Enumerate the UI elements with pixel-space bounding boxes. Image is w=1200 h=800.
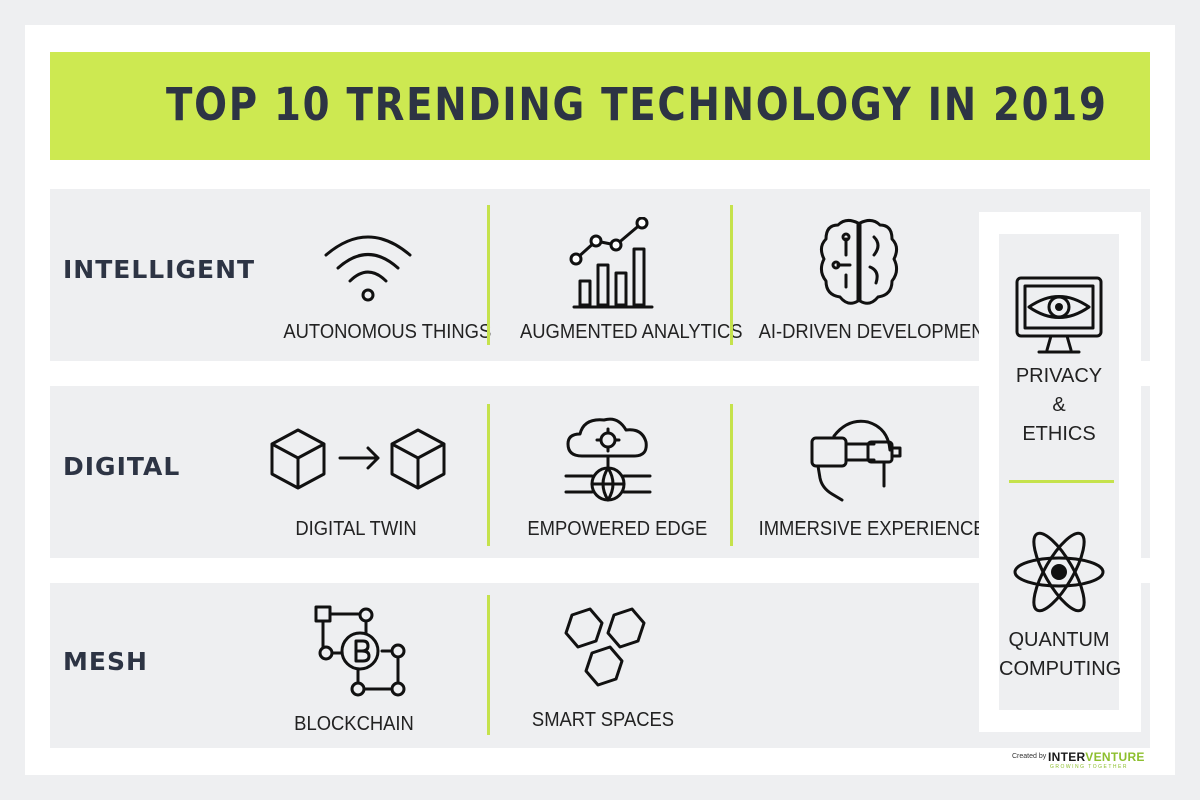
row-intelligent: INTELLIGENT AUTONOMOUS THINGS AUGMENTED … bbox=[50, 189, 1150, 361]
vr-headset-icon bbox=[808, 416, 904, 511]
quantum-line-2: COMPUTING bbox=[999, 658, 1122, 680]
quantum-line-1: QUANTUM bbox=[1008, 629, 1110, 651]
cloud-globe-icon bbox=[558, 414, 658, 511]
row-mesh: MESH BLOCKCHAIN SMART SPACES bbox=[50, 583, 1150, 748]
row-label-digital: DIGITAL bbox=[63, 452, 181, 481]
item-label-augmented-analytics: AUGMENTED ANALYTICS bbox=[520, 321, 743, 343]
row-label-intelligent: INTELLIGENT bbox=[63, 255, 256, 284]
hexagons-icon bbox=[560, 607, 656, 702]
cube-arrow-cube-icon bbox=[268, 426, 452, 497]
title-banner: TOP 10 TRENDING TECHNOLOGY IN 2019 bbox=[50, 52, 1150, 160]
privacy-line-3: ETHICS bbox=[1022, 423, 1096, 445]
divider bbox=[730, 404, 733, 546]
privacy-line-2: & bbox=[1052, 394, 1066, 416]
brand-logo-part-a: INTER bbox=[1048, 750, 1086, 764]
row-digital: DIGITAL DIGITAL TWIN EMPOWERED EDGE bbox=[50, 386, 1150, 558]
brain-circuit-icon bbox=[816, 215, 902, 314]
divider bbox=[730, 205, 733, 345]
bitcoin-network-icon bbox=[312, 603, 412, 708]
divider bbox=[487, 595, 490, 735]
bar-chart-icon bbox=[566, 216, 658, 314]
item-label-digital-twin: DIGITAL TWIN bbox=[295, 518, 417, 540]
brand-logo-part-b: VENTURE bbox=[1085, 750, 1145, 764]
brand-tagline: GROWING TOGETHER bbox=[1050, 764, 1128, 770]
atom-icon bbox=[1011, 530, 1107, 619]
side-panel: PRIVACY & ETHICS QUANTUM COMPUTING bbox=[999, 234, 1122, 710]
item-label-autonomous-things: AUTONOMOUS THINGS bbox=[283, 321, 492, 343]
item-label-empowered-edge: EMPOWERED EDGE bbox=[527, 518, 708, 540]
monitor-eye-icon bbox=[1013, 274, 1105, 361]
item-label-ai-driven-development: AI-DRIVEN DEVELOPMENT bbox=[758, 321, 996, 343]
item-label-smart-spaces: SMART SPACES bbox=[531, 709, 675, 731]
item-label-immersive-experience: IMMERSIVE EXPERIENCE bbox=[758, 518, 986, 540]
wifi-icon bbox=[320, 231, 416, 308]
divider bbox=[1009, 480, 1114, 483]
page-title: TOP 10 TRENDING TECHNOLOGY IN 2019 bbox=[166, 78, 1108, 131]
side-column: PRIVACY & ETHICS QUANTUM COMPUTING bbox=[979, 212, 1141, 732]
row-label-mesh: MESH bbox=[63, 647, 148, 676]
divider bbox=[487, 404, 490, 546]
item-label-blockchain: BLOCKCHAIN bbox=[294, 713, 414, 735]
credit-prefix: Created by bbox=[1012, 753, 1047, 760]
divider bbox=[487, 205, 490, 345]
brand-logo: INTERVENTURE bbox=[1048, 750, 1145, 764]
privacy-line-1: PRIVACY bbox=[1015, 365, 1103, 387]
